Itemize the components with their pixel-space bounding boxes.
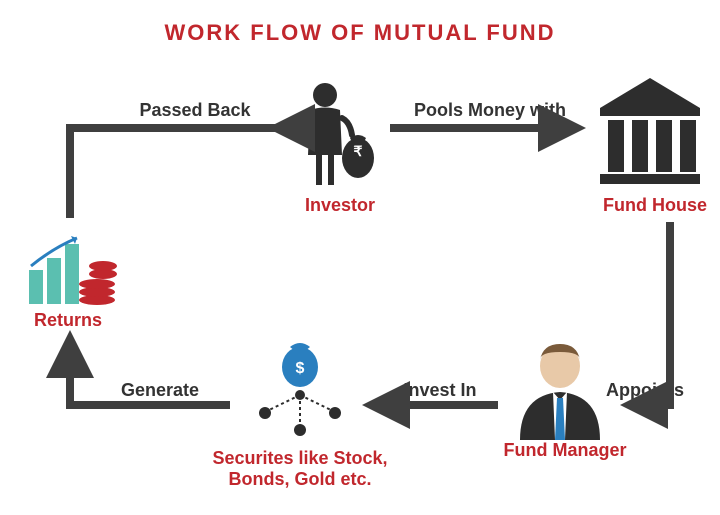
- edge-pools-label: Pools Money with: [390, 100, 590, 121]
- svg-text:₹: ₹: [354, 143, 363, 159]
- edge-passed-back-label: Passed Back: [120, 100, 270, 121]
- svg-text:$: $: [296, 360, 305, 377]
- fund-house-icon: [590, 70, 710, 195]
- edge-generate-label: Generate: [100, 380, 220, 401]
- fund-manager-icon: [505, 340, 615, 445]
- securities-icon: $: [245, 335, 355, 445]
- edge-invest-in-label: Invest In: [380, 380, 500, 401]
- returns-icon: [25, 230, 120, 315]
- node-investor-label: Investor: [280, 195, 400, 216]
- diagram-title: WORK FLOW OF MUTUAL FUND: [0, 20, 720, 46]
- node-securities-label: Securites like Stock, Bonds, Gold etc.: [190, 448, 410, 490]
- investor-icon: ₹: [290, 80, 380, 195]
- node-fund-house-label: Fund House: [590, 195, 720, 216]
